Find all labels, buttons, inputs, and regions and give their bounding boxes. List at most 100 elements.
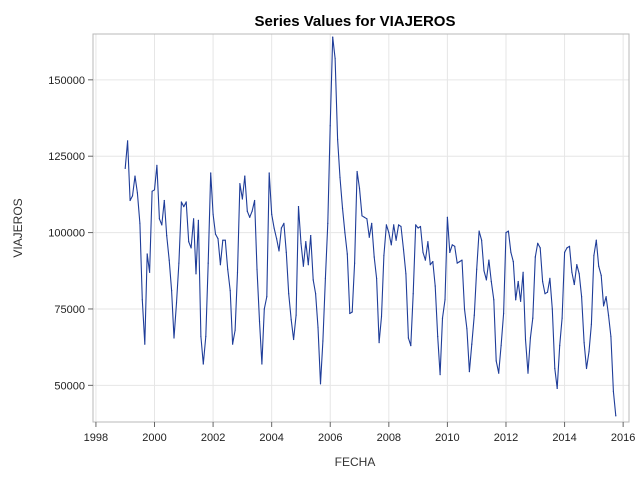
data-point bbox=[273, 227, 275, 229]
data-point bbox=[607, 314, 610, 316]
data-point bbox=[532, 317, 534, 319]
data-point bbox=[146, 253, 148, 255]
data-point bbox=[354, 262, 356, 264]
data-point bbox=[376, 277, 378, 279]
data-point bbox=[485, 279, 487, 281]
data-point bbox=[180, 201, 182, 203]
data-point bbox=[388, 232, 390, 234]
data-point bbox=[232, 343, 234, 345]
data-point bbox=[217, 238, 219, 240]
data-point bbox=[266, 296, 268, 298]
data-point bbox=[422, 251, 424, 253]
data-point bbox=[271, 213, 273, 215]
data-point bbox=[256, 268, 258, 270]
data-point bbox=[349, 312, 351, 315]
data-point bbox=[564, 251, 566, 253]
data-point bbox=[393, 224, 395, 226]
data-point bbox=[183, 206, 185, 208]
data-point bbox=[185, 201, 187, 203]
data-point bbox=[246, 210, 248, 212]
data-point bbox=[341, 207, 344, 209]
data-point bbox=[344, 232, 346, 234]
data-point bbox=[297, 206, 300, 208]
data-point bbox=[178, 262, 180, 264]
data-point bbox=[383, 254, 385, 257]
data-point bbox=[285, 251, 287, 253]
data-point bbox=[524, 338, 527, 341]
data-point bbox=[554, 367, 556, 370]
data-point bbox=[373, 256, 375, 258]
data-point bbox=[512, 261, 514, 263]
data-point bbox=[302, 265, 304, 267]
data-point bbox=[588, 351, 590, 353]
data-point bbox=[546, 291, 549, 293]
data-point bbox=[483, 270, 485, 272]
data-point bbox=[368, 236, 370, 238]
data-point bbox=[432, 261, 434, 263]
data-point bbox=[236, 271, 239, 273]
data-point bbox=[131, 195, 134, 197]
data-point bbox=[358, 187, 361, 189]
data-point bbox=[481, 239, 483, 241]
data-point bbox=[566, 247, 568, 249]
data-point bbox=[398, 224, 400, 226]
data-point bbox=[410, 345, 412, 347]
data-point bbox=[459, 261, 461, 263]
data-point bbox=[544, 293, 546, 295]
series-layer bbox=[124, 36, 617, 417]
data-point bbox=[378, 342, 380, 344]
data-point bbox=[598, 265, 600, 267]
data-point bbox=[258, 320, 261, 322]
data-point bbox=[549, 277, 551, 279]
data-point bbox=[227, 268, 229, 270]
data-point bbox=[400, 225, 402, 228]
data-point bbox=[249, 216, 251, 218]
data-point bbox=[500, 345, 502, 347]
data-point bbox=[468, 371, 470, 373]
data-point bbox=[595, 239, 597, 241]
data-point bbox=[197, 219, 199, 221]
data-point bbox=[605, 296, 607, 298]
data-point bbox=[324, 277, 326, 279]
data-point bbox=[390, 244, 392, 246]
data-point bbox=[446, 216, 448, 218]
x-tick-label: 2002 bbox=[201, 432, 225, 444]
data-point bbox=[612, 390, 615, 392]
data-point bbox=[205, 335, 207, 338]
data-point bbox=[412, 293, 414, 295]
data-point bbox=[295, 314, 297, 316]
data-point bbox=[127, 140, 129, 142]
y-tick-label: 100000 bbox=[48, 228, 85, 240]
data-point bbox=[417, 227, 419, 229]
data-point bbox=[193, 218, 195, 220]
data-point bbox=[261, 363, 263, 365]
data-point bbox=[461, 259, 463, 261]
data-point bbox=[537, 242, 539, 244]
data-point bbox=[610, 335, 612, 338]
data-point bbox=[498, 372, 500, 374]
data-point bbox=[405, 273, 407, 275]
data-point bbox=[503, 312, 505, 315]
x-tick-label: 2012 bbox=[494, 432, 518, 444]
data-point bbox=[139, 222, 141, 224]
plot-frame bbox=[92, 33, 630, 423]
data-point bbox=[222, 239, 224, 241]
data-point bbox=[334, 57, 336, 60]
data-point bbox=[327, 222, 329, 224]
x-axis: 1998 2000 2002 2004 2006 2008 2010 2012 2014 2016 bbox=[84, 422, 635, 444]
data-point bbox=[300, 242, 302, 244]
data-point bbox=[156, 164, 158, 166]
x-tick-label: 2010 bbox=[435, 432, 459, 444]
data-point bbox=[471, 343, 473, 345]
data-point bbox=[510, 251, 512, 253]
data-point bbox=[366, 218, 368, 220]
data-point bbox=[451, 244, 453, 246]
data-point bbox=[441, 317, 444, 319]
data-point bbox=[571, 271, 573, 273]
data-point bbox=[473, 314, 475, 316]
x-tick-label: 2014 bbox=[552, 432, 576, 444]
data-point bbox=[173, 337, 175, 339]
data-point bbox=[124, 167, 126, 169]
data-point bbox=[175, 302, 178, 304]
y-axis: 50000 75000 100000 125000 150000 bbox=[48, 75, 93, 392]
